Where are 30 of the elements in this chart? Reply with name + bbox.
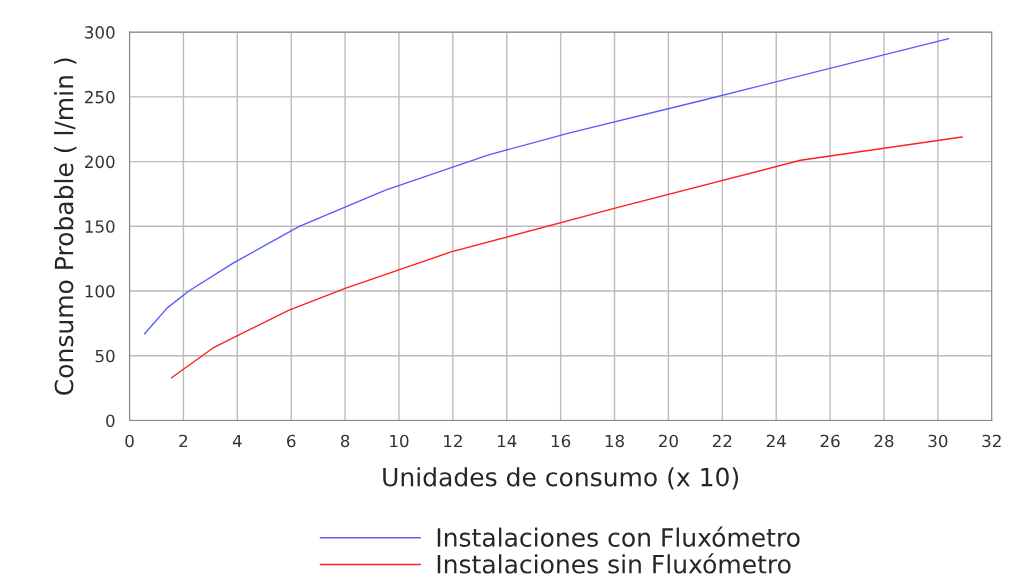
line-series: [143, 37, 950, 335]
y-tick-label: 300: [85, 26, 115, 39]
x-tick-label: 20: [659, 434, 678, 448]
x-tick-label: 8: [340, 434, 350, 448]
x-tick-label: 6: [287, 434, 296, 448]
line-series: [170, 136, 963, 379]
x-tick-label: 32: [982, 434, 1001, 448]
y-tick-label: 50: [95, 349, 115, 363]
y-tick-label: 100: [85, 284, 115, 298]
x-tick-label: 22: [712, 434, 732, 448]
x-tick-label: 18: [605, 434, 624, 448]
x-tick-label: 10: [390, 434, 409, 448]
x-tick-label: 26: [820, 434, 840, 448]
x-axis-title: Unidades de consumo (x 10): [383, 467, 739, 490]
y-tick-label: 150: [85, 220, 115, 233]
x-tick-label: 24: [766, 434, 786, 448]
y-tick-label: 0: [106, 414, 115, 428]
x-tick-label: 16: [551, 434, 571, 448]
legend-label: Instalaciones sin Fluxómetro: [437, 553, 791, 574]
x-tick-label: 2: [179, 434, 188, 448]
x-tick-label: 30: [928, 434, 948, 448]
legend-label: Instalaciones con Fluxómetro: [437, 526, 800, 547]
x-tick-label: 4: [232, 434, 242, 448]
x-tick-label: 14: [497, 434, 517, 448]
x-tick-label: 0: [125, 434, 134, 448]
x-tick-label: 28: [874, 434, 894, 448]
y-tick-label: 200: [85, 155, 115, 169]
y-tick-label: 250: [85, 90, 115, 104]
y-axis-title: Consumo Probable ( l/min ): [54, 58, 77, 395]
x-tick-label: 12: [444, 434, 462, 448]
